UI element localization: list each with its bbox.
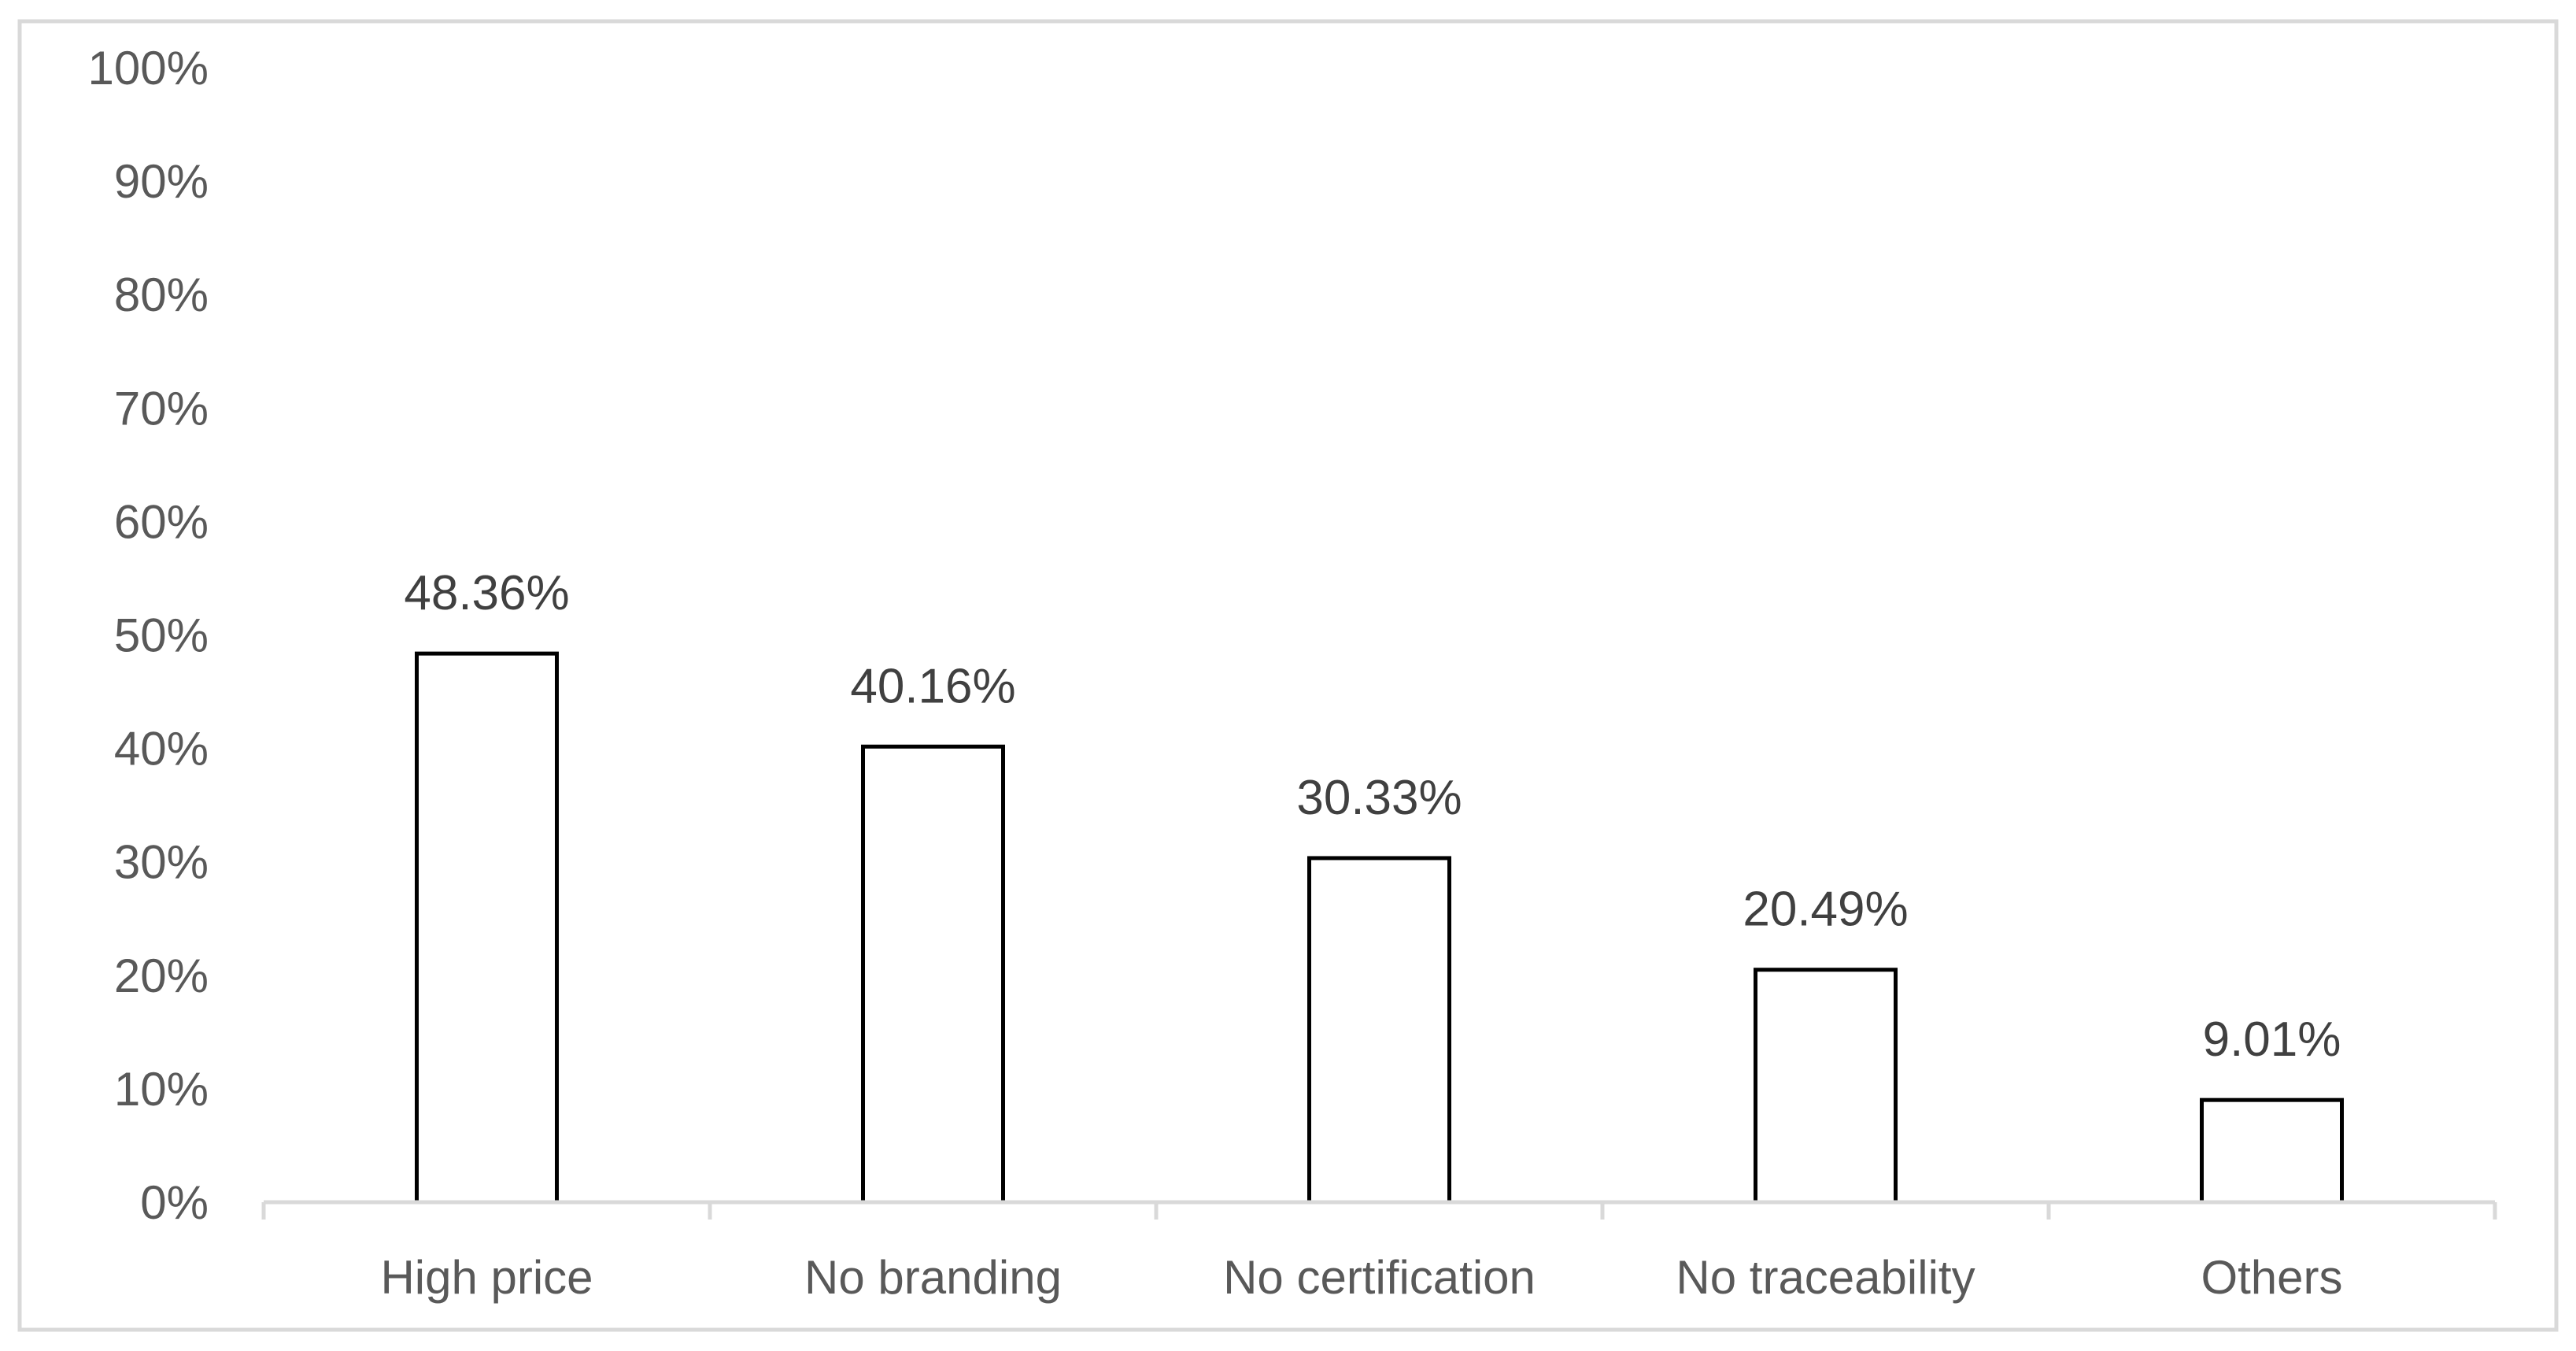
bar xyxy=(1754,968,1898,1205)
data-label: 9.01% xyxy=(2203,1012,2341,1067)
x-axis xyxy=(261,1200,2497,1220)
x-axis-labels: High price No branding No certification No … xyxy=(380,1251,2342,1304)
data-label: 40.16% xyxy=(850,659,1015,713)
y-tick-label: 50% xyxy=(114,609,209,662)
bar xyxy=(861,744,1005,1205)
y-tick-label: 0% xyxy=(140,1176,209,1229)
x-category-label: No branding xyxy=(804,1251,1062,1304)
chart-border xyxy=(17,19,2559,1332)
x-category-label: No traceability xyxy=(1676,1251,1975,1304)
data-label: 20.49% xyxy=(1743,883,1908,937)
x-category-label: Others xyxy=(2201,1251,2342,1304)
y-tick-label: 100% xyxy=(88,42,209,94)
bar xyxy=(415,651,559,1205)
y-tick-label: 10% xyxy=(114,1063,209,1116)
data-label: 30.33% xyxy=(1296,771,1462,825)
y-tick-label: 90% xyxy=(114,155,209,208)
bar xyxy=(2200,1097,2344,1205)
y-tick-label: 80% xyxy=(114,268,209,321)
y-tick-label: 70% xyxy=(114,382,209,435)
bars-group xyxy=(415,651,2344,1205)
bar xyxy=(1307,856,1451,1205)
y-tick-label: 60% xyxy=(114,495,209,548)
y-tick-label: 20% xyxy=(114,949,209,1002)
y-axis-ticks: 0% 10% 20% 30% 40% 50% 60% 70% 80% 90% 100% xyxy=(88,42,209,1229)
data-label: 48.36% xyxy=(404,566,569,620)
x-category-label: No certification xyxy=(1223,1251,1536,1304)
y-tick-label: 40% xyxy=(114,723,209,775)
x-category-label: High price xyxy=(380,1251,593,1304)
data-labels-group: 48.36% 40.16% 30.33% 20.49% 9.01% xyxy=(404,566,2341,1067)
y-tick-label: 30% xyxy=(114,836,209,889)
